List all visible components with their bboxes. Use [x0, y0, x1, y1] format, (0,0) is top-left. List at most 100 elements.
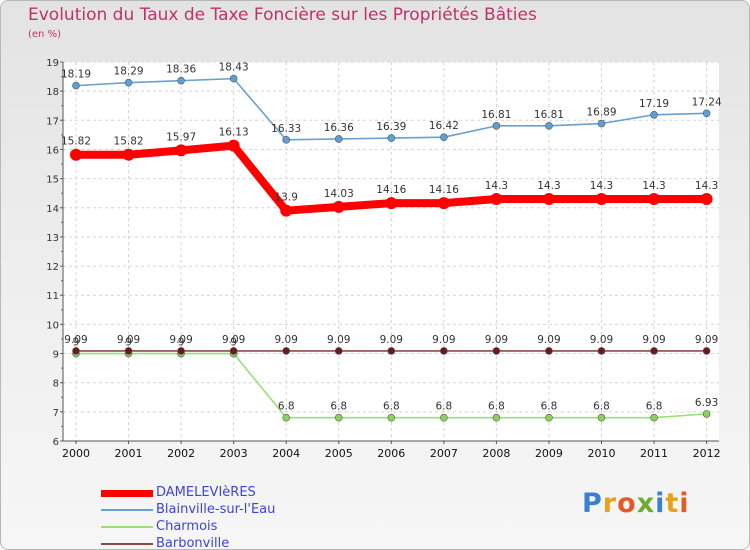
data-point: [387, 347, 396, 355]
data-point: [385, 197, 398, 210]
x-tick-label: 2010: [588, 447, 616, 460]
logo-letter: t: [665, 488, 680, 519]
data-point: [332, 200, 345, 213]
data-point: [334, 413, 343, 422]
y-tick-label: 7: [53, 408, 59, 419]
data-point: [70, 148, 82, 161]
data-label: 14.3: [642, 180, 665, 192]
legend-label: Barbonville: [156, 536, 230, 550]
y-tick-label: 10: [46, 320, 59, 331]
data-point: [595, 193, 608, 206]
data-label: 9.09: [380, 334, 403, 346]
data-label: 14.16: [429, 184, 459, 196]
data-point: [440, 133, 448, 142]
y-tick-label: 8: [53, 379, 59, 390]
x-tick-label: 2006: [377, 447, 405, 460]
data-point: [597, 119, 606, 128]
data-label: 9.09: [432, 334, 455, 346]
x-tick-label: 2001: [115, 447, 143, 460]
data-label: 14.16: [376, 184, 406, 196]
data-point: [177, 347, 185, 355]
data-label: 17.24: [692, 96, 722, 108]
data-label: 9: [125, 337, 132, 349]
data-point: [702, 347, 711, 355]
logo-letter: i: [655, 488, 666, 519]
data-point: [334, 347, 343, 355]
data-label: 16.42: [429, 120, 459, 132]
y-tick-label: 14: [46, 204, 59, 215]
data-label: 18.43: [219, 62, 249, 74]
legend-swatch-charmois: [101, 526, 153, 528]
y-tick-label: 9: [53, 350, 59, 361]
data-label: 6.8: [383, 401, 400, 413]
data-label: 16.39: [376, 121, 406, 133]
data-point: [387, 134, 396, 142]
data-label: 16.89: [586, 107, 616, 119]
logo-letter: x: [636, 488, 656, 519]
chart-subtitle: (en %): [28, 29, 61, 40]
logo-letter: i: [679, 488, 690, 519]
data-point: [122, 148, 135, 161]
data-point: [440, 413, 448, 422]
x-tick-label: 2000: [62, 447, 90, 460]
data-label: 15.97: [166, 131, 196, 143]
data-point: [702, 109, 711, 118]
legend-swatch-blainville: [101, 509, 153, 511]
data-point: [648, 193, 661, 206]
x-tick-label: 2011: [640, 447, 668, 460]
data-label: 6.8: [488, 401, 505, 413]
legend-swatch-damelevieres: [101, 490, 153, 497]
y-tick-label: 11: [46, 291, 59, 302]
data-label: 6.8: [435, 401, 452, 413]
plot-area: [63, 62, 719, 441]
data-label: 14.03: [324, 188, 354, 200]
data-point: [650, 413, 658, 422]
data-point: [597, 413, 606, 422]
x-tick-label: 2003: [220, 447, 248, 460]
data-label: 9.09: [537, 334, 560, 346]
y-tick-label: 19: [46, 58, 59, 69]
chart-title: Evolution du Taux de Taxe Foncière sur l…: [28, 5, 537, 25]
data-label: 15.82: [61, 136, 91, 148]
y-tick-label: 16: [46, 145, 59, 156]
legend-label: DAMELEVIèRES: [156, 485, 256, 500]
data-label: 6.93: [695, 397, 718, 409]
data-point: [387, 413, 396, 422]
data-point: [492, 122, 501, 130]
y-tick-label: 12: [46, 262, 59, 273]
data-point: [124, 347, 133, 355]
data-point: [492, 413, 501, 422]
data-point: [492, 347, 501, 355]
data-point: [437, 197, 450, 210]
data-point: [282, 136, 291, 144]
data-label: 6.8: [278, 401, 295, 413]
data-point: [72, 81, 80, 90]
data-point: [700, 193, 713, 206]
data-point: [545, 347, 553, 355]
data-point: [597, 347, 606, 355]
data-label: 6.8: [593, 401, 610, 413]
data-point: [282, 413, 291, 422]
legend-swatch-barbonville: [101, 543, 153, 545]
data-label: 14.3: [485, 180, 508, 192]
data-label: 15.82: [114, 136, 144, 148]
x-tick-label: 2002: [167, 447, 195, 460]
data-point: [177, 76, 185, 85]
data-point: [282, 347, 291, 355]
data-point: [440, 347, 448, 355]
data-label: 18.36: [166, 64, 196, 76]
proxiti-logo[interactable]: Proxiti: [582, 488, 690, 519]
data-label: 9.09: [327, 334, 350, 346]
x-tick-label: 2007: [430, 447, 458, 460]
legend-label: Charmois: [156, 519, 218, 534]
x-tick-label: 2012: [693, 447, 721, 460]
data-point: [229, 74, 238, 83]
logo-letter: r: [602, 488, 618, 519]
data-point: [545, 122, 553, 130]
data-point: [124, 78, 133, 87]
data-point: [175, 144, 188, 157]
data-label: 9.09: [642, 334, 665, 346]
data-point: [650, 347, 658, 355]
data-label: 9.09: [117, 334, 140, 346]
